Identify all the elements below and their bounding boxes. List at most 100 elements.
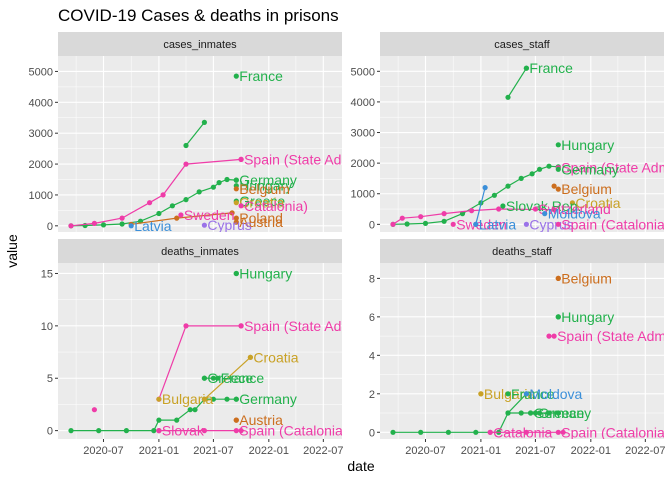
point-label: Spain (State Adm	[244, 318, 353, 334]
data-point	[156, 210, 162, 217]
data-point	[546, 163, 552, 169]
y-tick-label: 2000	[29, 159, 53, 171]
data-point	[537, 410, 543, 416]
x-tick-label: 2021-01	[139, 445, 179, 457]
data-point	[169, 203, 175, 209]
label-point	[233, 428, 239, 434]
series-line	[185, 122, 205, 146]
label-point	[523, 221, 530, 227]
label-point	[156, 428, 162, 434]
label-point	[555, 314, 561, 320]
y-tick-label: 3000	[351, 128, 375, 140]
label-point	[523, 391, 530, 397]
point-label: France	[529, 60, 573, 76]
data-point	[555, 410, 561, 416]
label-point	[238, 323, 244, 329]
point-label: Belgium	[561, 270, 612, 286]
plot-area	[380, 263, 664, 439]
data-point	[229, 210, 235, 216]
label-point	[201, 222, 207, 228]
label-point	[233, 73, 239, 79]
data-point	[404, 221, 410, 227]
point-label: Moldova	[529, 386, 582, 402]
label-point	[478, 391, 484, 397]
x-tick-label: 2022-07	[625, 445, 665, 457]
data-point	[422, 220, 429, 226]
point-label: Slovak Rep.	[506, 198, 581, 214]
y-tick-label: 0	[47, 426, 53, 438]
label-point	[555, 275, 561, 281]
x-tick-label: 2022-01	[571, 445, 611, 457]
y-tick-label: 0	[47, 221, 53, 233]
x-tick-label: 2022-01	[249, 445, 289, 457]
data-point	[91, 407, 97, 413]
facet-panel-cases-inmates: cases_inmates 0 1000 2000 3000 4000 5000 France…	[29, 32, 342, 233]
point-label: Belgium	[561, 181, 612, 197]
data-point	[399, 215, 405, 221]
label-point	[178, 212, 184, 218]
y-tick-label: 6	[369, 312, 375, 324]
data-point	[518, 410, 524, 416]
y-tick-label: 2000	[351, 158, 375, 170]
data-point	[523, 429, 530, 435]
point-label: Austria	[239, 412, 283, 428]
plot-area	[58, 56, 342, 232]
label-point	[233, 215, 239, 221]
point-label: Germany	[534, 405, 592, 421]
y-tick-label: 5000	[29, 66, 53, 78]
data-point	[201, 428, 207, 434]
label-point	[555, 142, 561, 148]
point-label: Spain (State Adm	[561, 160, 670, 176]
strip-label: cases_staff	[494, 39, 550, 51]
y-tick-label: 1000	[351, 189, 375, 201]
data-point	[491, 192, 497, 198]
point-label: Sweden	[184, 207, 235, 223]
data-point	[546, 333, 552, 339]
data-point	[224, 396, 230, 402]
data-point	[441, 211, 447, 217]
point-label: Switzerland	[538, 201, 610, 217]
point-label: Spain (State Adm	[557, 328, 666, 344]
facet-panel-cases-staff: cases_staff 0 1000 2000 3000 4000 5000 France Hu…	[351, 32, 670, 232]
data-point	[68, 428, 74, 434]
y-tick-label: 8	[369, 273, 375, 285]
data-point	[505, 410, 511, 416]
label-point	[233, 270, 239, 277]
point-label: Belgium	[239, 181, 290, 197]
label-point	[201, 375, 207, 381]
point-label: France	[221, 370, 265, 386]
data-point	[441, 218, 447, 224]
point-label: Spain (Catalonia)	[239, 423, 347, 439]
point-label: Latvia	[479, 216, 517, 232]
data-point	[210, 396, 216, 402]
label-point	[238, 203, 244, 209]
data-point	[156, 417, 162, 423]
strip-label: deaths_inmates	[161, 246, 239, 258]
label-point	[238, 156, 244, 162]
x-tick-label: 2021-07	[515, 445, 555, 457]
series-line	[475, 187, 486, 225]
label-point	[555, 221, 561, 227]
point-label: Cyprus	[529, 216, 573, 232]
label-point	[532, 410, 539, 416]
data-point	[482, 185, 488, 191]
point-label: Germany	[239, 391, 297, 407]
y-tick-label: 4000	[29, 97, 53, 109]
point-label: Hungary	[561, 309, 614, 325]
x-tick-label: 2021-07	[193, 445, 233, 457]
data-point	[390, 221, 396, 227]
data-point	[123, 428, 129, 434]
plot-area	[380, 56, 664, 232]
x-tick-label: 2022-07	[303, 445, 343, 457]
label-point	[215, 375, 221, 381]
label-point	[233, 417, 239, 423]
data-point	[183, 197, 189, 203]
point-label: Croatia	[575, 195, 620, 211]
data-point	[469, 208, 475, 214]
data-point	[196, 189, 202, 195]
point-label: Poland	[239, 210, 283, 226]
